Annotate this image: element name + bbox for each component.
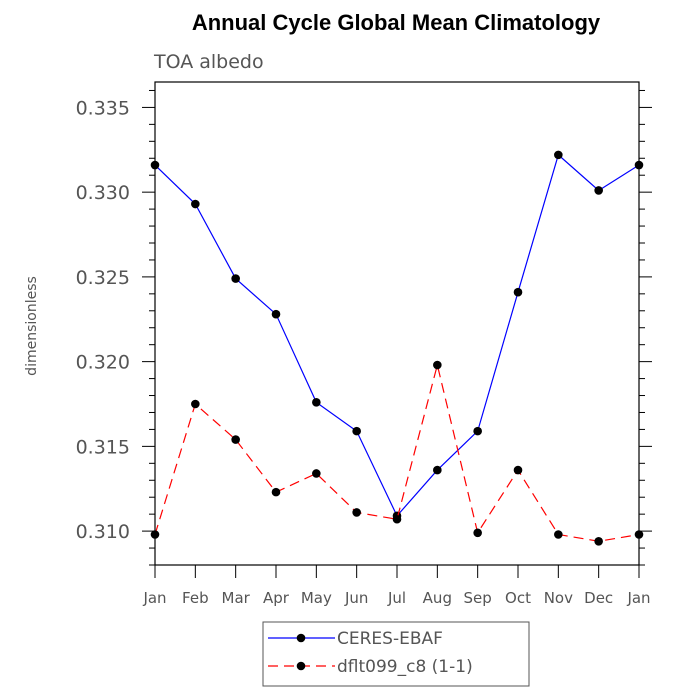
series-line-1 [154,153,640,517]
data-point [433,360,442,370]
data-point [150,530,160,539]
x-tick-label: Jun [344,589,368,607]
data-point [513,287,523,297]
y-axis-label: dimensionless [24,276,40,376]
series-layer [150,150,644,546]
data-point [231,274,240,283]
legend-box [262,621,530,687]
x-tick-label: Sep [464,589,492,607]
data-point [513,465,523,475]
legend-label-1: CERES-EBAF [337,629,443,649]
data-point [191,199,200,209]
data-point [554,150,563,160]
data-point [473,426,482,436]
plot-frame [154,81,640,566]
data-point [231,435,240,444]
data-point [433,465,442,475]
data-point [594,536,603,546]
data-point [352,426,361,436]
x-tick-label: Feb [182,589,209,607]
y-tick-label: 0.330 [76,182,130,204]
data-point [312,398,321,407]
x-tick-label: Oct [505,589,531,607]
data-point [271,487,281,497]
legend-marker-1 [296,633,306,643]
x-tick-label: Apr [263,589,290,607]
data-point [634,530,644,539]
x-tick-label: Mar [222,589,251,607]
x-axis: Jan Feb Mar Apr May Jun Jul Aug Sep Oct Nov Dec Jan [142,565,651,607]
data-point [473,528,482,538]
x-tick-label: Jan [142,589,166,607]
legend-marker-2 [296,661,306,671]
legend-label-2: dflt099_c8 (1-1) [337,657,473,677]
x-tick-label: Jan [626,589,650,607]
x-tick-label: Dec [584,589,613,607]
chart-title: Annual Cycle Global Mean Climatology [192,10,601,35]
y-tick-label: 0.315 [76,436,130,458]
data-point [191,399,200,409]
legend: CERES-EBAF dflt099_c8 (1-1) [262,621,530,687]
data-point [594,186,603,195]
data-point [271,309,281,319]
x-tick-label: Aug [423,589,452,607]
data-point [392,514,402,524]
chart-subtitle: TOA albedo [153,51,264,73]
y-tick-label: 0.310 [76,521,130,543]
data-point [150,160,160,170]
data-point [312,469,321,478]
y-axis: 0.310 0.315 0.320 0.325 0.330 0.335 [76,89,652,566]
data-point [554,530,563,539]
x-tick-label: Jul [387,589,406,607]
y-tick-label: 0.325 [76,267,130,289]
x-tick-label: Nov [544,589,573,607]
data-point [352,508,361,517]
data-point [634,160,644,170]
y-tick-label: 0.335 [76,97,130,119]
y-tick-label: 0.320 [76,352,130,374]
x-tick-label: May [301,589,332,607]
